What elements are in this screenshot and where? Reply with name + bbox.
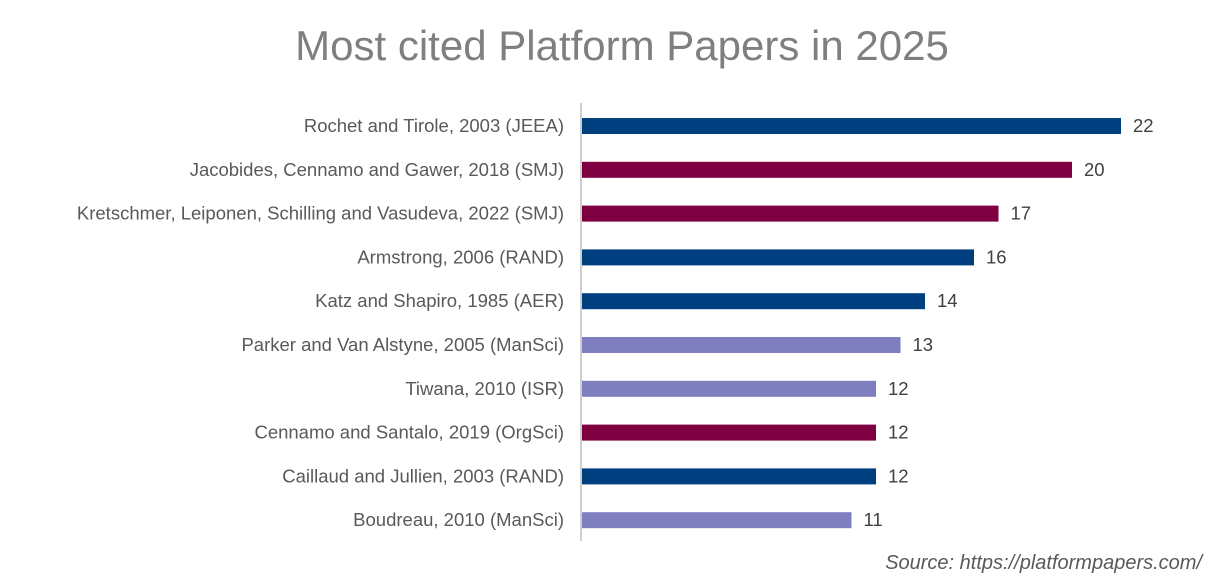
data-label: 14 bbox=[937, 290, 958, 311]
bar bbox=[582, 512, 852, 529]
chart-source-note: Source: https://platformpapers.com/ bbox=[885, 552, 1202, 574]
bar bbox=[582, 380, 876, 397]
bar bbox=[582, 468, 876, 485]
data-label: 20 bbox=[1084, 159, 1105, 180]
bar bbox=[582, 161, 1072, 178]
bar bbox=[582, 337, 901, 353]
bar bbox=[582, 293, 925, 310]
chart-title: Most cited Platform Papers in 2025 bbox=[295, 22, 949, 69]
data-label: 22 bbox=[1133, 115, 1154, 136]
data-label: 12 bbox=[888, 378, 909, 399]
category-label: Tiwana, 2010 (ISR) bbox=[405, 378, 564, 399]
category-label: Jacobides, Cennamo and Gawer, 2018 (SMJ) bbox=[190, 159, 564, 180]
data-label: 12 bbox=[888, 422, 909, 443]
bar bbox=[582, 205, 999, 222]
category-label: Parker and Van Alstyne, 2005 (ManSci) bbox=[241, 334, 564, 355]
category-label: Cennamo and Santalo, 2019 (OrgSci) bbox=[254, 422, 564, 443]
category-label: Caillaud and Jullien, 2003 (RAND) bbox=[282, 465, 564, 486]
data-label: 11 bbox=[864, 509, 883, 530]
bar bbox=[582, 249, 974, 266]
data-label: 17 bbox=[1011, 203, 1032, 224]
category-label: Boudreau, 2010 (ManSci) bbox=[353, 509, 564, 530]
data-label: 16 bbox=[986, 246, 1007, 267]
category-label: Rochet and Tirole, 2003 (JEEA) bbox=[304, 115, 564, 136]
bar bbox=[582, 424, 876, 441]
data-label: 12 bbox=[888, 465, 909, 486]
category-label: Katz and Shapiro, 1985 (AER) bbox=[315, 290, 564, 311]
data-label: 13 bbox=[913, 334, 934, 355]
category-label: Kretschmer, Leiponen, Schilling and Vasu… bbox=[77, 203, 564, 224]
bar bbox=[582, 118, 1121, 134]
category-label: Armstrong, 2006 (RAND) bbox=[357, 246, 564, 267]
